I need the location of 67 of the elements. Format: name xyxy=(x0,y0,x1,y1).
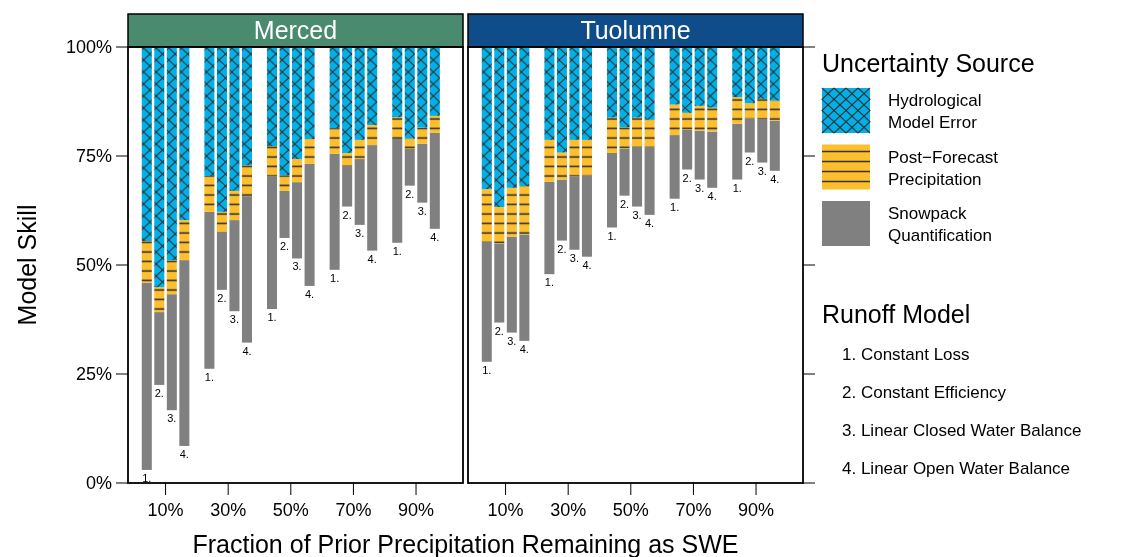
annotation: 2. xyxy=(557,242,567,255)
x-tick-label: 50% xyxy=(272,500,309,520)
text: 3. Linear Closed Water Balance xyxy=(842,421,1082,440)
text: 2. Constant Efficiency xyxy=(842,383,1007,402)
annotation: 4. xyxy=(519,342,529,355)
annotation: 4. xyxy=(645,216,655,229)
text: Hydrological Model Error xyxy=(888,91,982,132)
annotation: 1. xyxy=(670,200,680,213)
annotation: 1. xyxy=(544,276,554,289)
text: Snowpack Quantification xyxy=(888,204,992,245)
annotation: 4. xyxy=(582,258,592,271)
text: 4. Linear Open Water Balance xyxy=(842,459,1071,478)
annotation: 1. xyxy=(732,181,742,194)
annotation: 1. xyxy=(607,229,617,242)
annotation: 2. xyxy=(217,291,227,304)
annotation: 3. xyxy=(695,181,705,194)
annotation: 4. xyxy=(707,189,717,202)
annotation: 1. xyxy=(482,363,492,376)
x-tick-label: 90% xyxy=(738,500,775,520)
text: Post−Forecast Precipitation xyxy=(888,147,999,189)
annotation: 3. xyxy=(292,260,302,273)
x-tick-label: 70% xyxy=(675,500,712,520)
annotation: 3. xyxy=(167,412,177,425)
annotation: 4. xyxy=(242,344,252,357)
annotation: 3. xyxy=(569,251,580,264)
y-tick-label: 75% xyxy=(75,146,112,166)
annotation: 4. xyxy=(770,172,780,185)
annotation: 4. xyxy=(179,447,189,460)
annotation: 3. xyxy=(757,164,767,177)
annotation: 2. xyxy=(745,154,755,167)
annotation: 3. xyxy=(632,208,642,221)
x-tick-label: 10% xyxy=(147,500,184,520)
annotation: 2. xyxy=(154,386,164,399)
annotation: 1. xyxy=(204,370,214,383)
y-tick-label: 0% xyxy=(85,473,112,493)
annotation: 2. xyxy=(405,187,415,200)
annotation: 2. xyxy=(682,171,692,184)
x-tick-label: 70% xyxy=(335,500,372,520)
y-tick-label: 100% xyxy=(65,37,112,57)
legend-title: Uncertainty Source xyxy=(822,49,1035,77)
annotation: 1. xyxy=(392,244,402,257)
x-tick-label: 10% xyxy=(487,500,524,520)
annotation: 2. xyxy=(342,208,352,221)
y-tick-label: 25% xyxy=(75,364,112,384)
x-tick-label: 90% xyxy=(398,500,435,520)
annotation: 4. xyxy=(430,230,440,243)
annotation: 2. xyxy=(494,324,504,337)
annotation: 3. xyxy=(229,313,240,326)
y-axis-title: Model Skill xyxy=(13,204,41,326)
text: 1. Constant Loss xyxy=(842,345,970,364)
annotation: 3. xyxy=(417,204,427,217)
x-tick-label: 50% xyxy=(612,500,649,520)
annotation: 2. xyxy=(619,197,630,210)
annotation: 1. xyxy=(330,271,340,284)
x-tick-label: 30% xyxy=(550,500,587,520)
annotation: 3. xyxy=(355,226,365,239)
annotation: 4. xyxy=(305,287,315,300)
annotation: 2. xyxy=(279,239,290,252)
annotation: 3. xyxy=(507,334,517,347)
chart-title: Merced xyxy=(253,16,338,44)
chart-title: Tuolumne xyxy=(580,16,691,44)
x-tick-label: 30% xyxy=(210,500,247,520)
text: Runoff Model xyxy=(822,300,971,328)
annotation: 1. xyxy=(267,311,277,324)
annotation: 4. xyxy=(367,252,377,265)
y-tick-label: 50% xyxy=(75,255,112,275)
annotation: 1. xyxy=(142,471,152,484)
